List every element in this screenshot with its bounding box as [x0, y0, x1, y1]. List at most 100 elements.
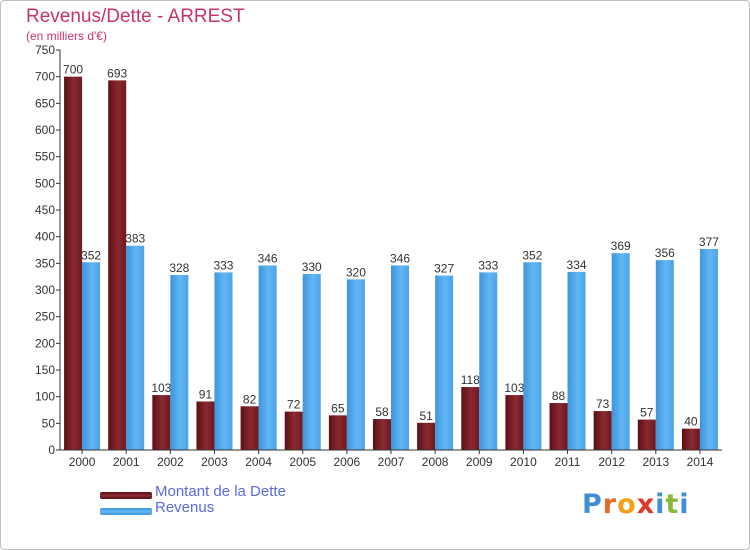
- data-label-revenue: 333: [213, 258, 233, 272]
- bar-revenue: [302, 274, 321, 450]
- data-label-debt: 88: [552, 389, 566, 403]
- data-label-debt: 91: [199, 387, 213, 401]
- bar-debt: [328, 415, 347, 450]
- bar-revenue: [126, 245, 145, 450]
- bar-debt: [637, 419, 656, 450]
- x-axis: 2000 2001 2002 2003 2004 2005 2006 2007 2008 2009…: [60, 449, 722, 469]
- x-tick-label: 2005: [289, 455, 316, 469]
- y-tick-label: 400: [35, 230, 55, 244]
- bar-revenue: [567, 271, 586, 450]
- data-label-debt: 82: [243, 392, 257, 406]
- y-tick-label: 700: [35, 70, 55, 84]
- chart-title: Revenus/Dette - ARREST: [26, 6, 245, 27]
- data-label-revenue: 320: [346, 265, 366, 279]
- legend-item-debt: Montant de la Dette: [100, 483, 286, 500]
- data-label-debt: 118: [461, 373, 480, 387]
- logo-letter: t: [665, 489, 680, 520]
- data-label-revenue: 356: [655, 246, 675, 260]
- data-label-debt: 65: [331, 401, 345, 415]
- data-label-debt: 700: [63, 63, 83, 77]
- legend-item-revenue: Revenus: [100, 499, 214, 516]
- bar-revenue: [82, 262, 101, 450]
- legend-swatch-debt: [100, 492, 152, 499]
- x-tick-label: 2008: [422, 455, 449, 469]
- bars-group: 700 352 693 383 103 328 91 333 82 346 72 330 65 320 58…: [63, 63, 719, 451]
- bar-debt: [284, 411, 303, 450]
- y-tick-label: 350: [35, 256, 55, 270]
- logo-letter: x: [636, 489, 656, 520]
- data-label-debt: 103: [151, 381, 171, 395]
- x-tick-label: 2014: [687, 455, 714, 469]
- x-tick-label: 2004: [245, 455, 272, 469]
- y-tick-label: 200: [35, 336, 55, 350]
- y-tick-label: 450: [35, 203, 55, 217]
- x-tick-label: 2001: [113, 455, 140, 469]
- bar-revenue: [391, 265, 409, 450]
- y-tick-label: 300: [35, 283, 55, 297]
- y-tick-label: 750: [35, 43, 55, 57]
- bar-debt: [196, 401, 215, 450]
- logo-letter: i: [679, 489, 690, 520]
- logo-letter: o: [617, 489, 637, 520]
- logo-letter: P: [582, 489, 603, 520]
- bar-revenue: [523, 262, 542, 450]
- bar-debt: [593, 411, 612, 450]
- y-tick-label: 150: [35, 363, 55, 377]
- y-tick-label: 250: [35, 310, 55, 324]
- y-tick-label: 0: [48, 443, 55, 457]
- logo-letter: r: [602, 489, 618, 520]
- legend-swatch-revenue: [100, 508, 152, 515]
- proxiti-logo: Proxiti: [582, 489, 690, 520]
- y-axis: 0 50 100 150 200 250 300 350 400 450 500 550 600 650 7…: [35, 43, 61, 457]
- legend-label-revenue: Revenus: [155, 499, 215, 516]
- bar-revenue: [258, 265, 277, 450]
- x-tick-label: 2013: [642, 455, 669, 469]
- bar-debt: [64, 76, 83, 451]
- bar-debt: [240, 406, 259, 450]
- bar-debt: [108, 80, 127, 451]
- data-label-debt: 57: [640, 406, 654, 420]
- data-label-revenue: 352: [81, 248, 101, 262]
- data-label-revenue: 346: [258, 251, 278, 265]
- bar-revenue: [435, 275, 454, 450]
- data-label-revenue: 334: [567, 258, 587, 272]
- data-label-debt: 73: [596, 397, 610, 411]
- data-label-revenue: 377: [699, 235, 719, 249]
- bar-revenue: [346, 279, 365, 450]
- data-label-revenue: 328: [169, 261, 189, 275]
- y-tick-label: 550: [35, 150, 55, 164]
- logo-letter: i: [655, 489, 666, 520]
- data-label-revenue: 330: [302, 260, 322, 274]
- bar-debt: [505, 395, 524, 450]
- legend-label-debt: Montant de la Dette: [155, 483, 286, 500]
- data-label-debt: 40: [684, 415, 698, 429]
- y-tick-label: 600: [35, 123, 55, 137]
- data-label-debt: 51: [419, 409, 433, 423]
- chart-subtitle: (en milliers d'€): [26, 29, 107, 43]
- bar-revenue: [611, 253, 630, 450]
- x-tick-label: 2006: [334, 455, 361, 469]
- bar-debt: [461, 387, 480, 450]
- data-label-debt: 72: [287, 398, 301, 412]
- bar-debt: [152, 395, 171, 450]
- data-label-revenue: 369: [611, 239, 631, 253]
- data-label-debt: 58: [375, 405, 389, 419]
- x-tick-label: 2009: [466, 455, 493, 469]
- bar-revenue: [214, 272, 233, 450]
- data-label-revenue: 333: [478, 258, 498, 272]
- data-label-debt: 103: [504, 381, 524, 395]
- x-tick-label: 2012: [598, 455, 625, 469]
- bar-revenue: [699, 248, 718, 450]
- data-label-revenue: 352: [522, 248, 542, 262]
- y-tick-label: 650: [35, 96, 55, 110]
- bar-revenue: [479, 272, 498, 450]
- y-tick-label: 500: [35, 176, 55, 190]
- bar-revenue: [655, 260, 674, 450]
- x-tick-label: 2010: [510, 455, 537, 469]
- data-label-debt: 693: [107, 66, 127, 80]
- x-tick-label: 2002: [157, 455, 184, 469]
- x-tick-label: 2007: [378, 455, 405, 469]
- x-tick-label: 2003: [201, 455, 228, 469]
- data-label-revenue: 383: [125, 232, 145, 246]
